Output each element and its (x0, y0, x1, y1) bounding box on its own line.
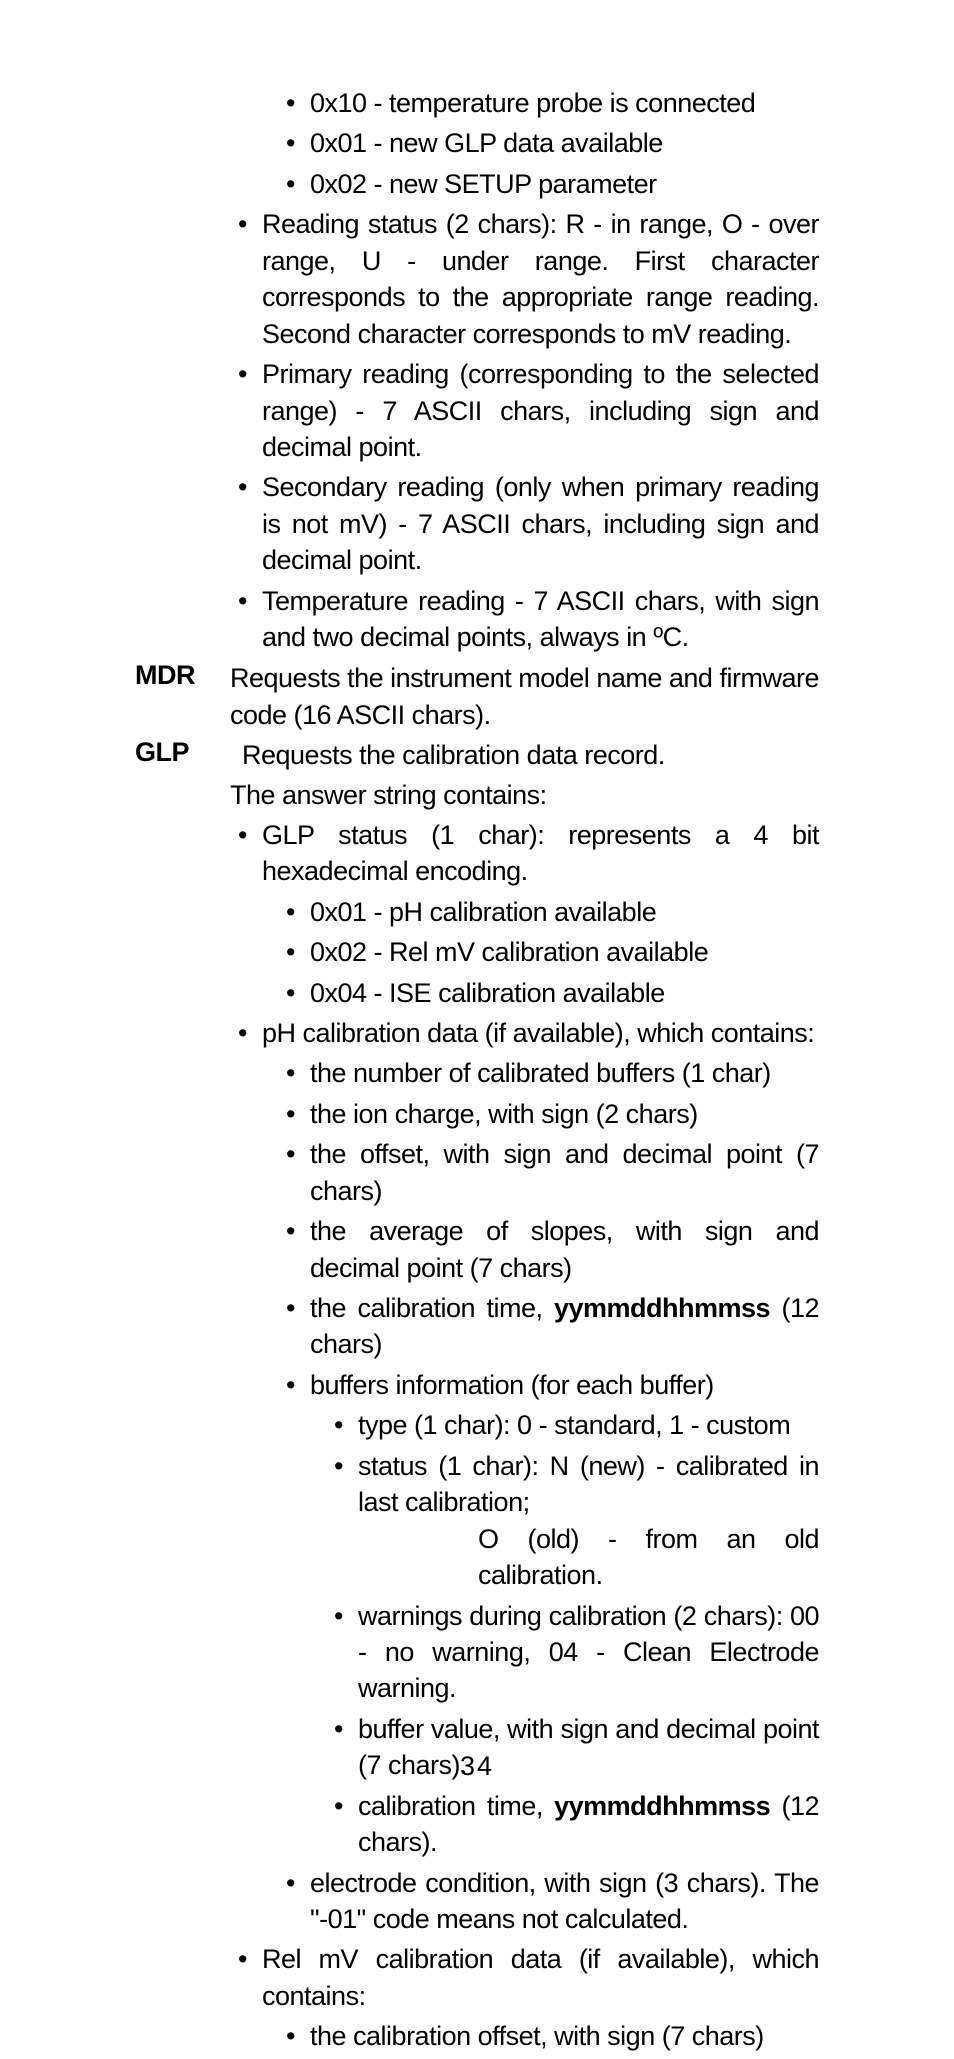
sub-bullet: the offset, with sign and decimal point … (278, 1136, 819, 1209)
bullet: Temperature reading - 7 ASCII chars, wit… (230, 583, 819, 656)
glp-row: GLP Requests the calibration data record… (135, 737, 819, 2059)
page-number: 34 (0, 1751, 954, 1782)
glp-main-bullets: GLP status (1 char): represents a 4 bit … (230, 817, 819, 890)
sub-bullet: 0x04 - ISE calibration available (278, 975, 819, 1011)
glp-b2: pH calibration data (if available), whic… (230, 1015, 819, 1051)
glp-main-bullets-2: pH calibration data (if available), whic… (230, 1015, 819, 1051)
sub-bullet: 0x10 - temperature probe is connected (278, 85, 819, 121)
glp-b1-subs: 0x01 - pH calibration available 0x02 - R… (278, 894, 819, 1011)
mdr-content: Requests the instrument model name and f… (230, 660, 819, 738)
top-sub-bullets: 0x10 - temperature probe is connected 0x… (278, 85, 819, 202)
glp-b2-elec: electrode condition, with sign (3 chars)… (278, 1865, 819, 1938)
buf-status-l1: status (1 char): N (new) - calibrated in… (358, 1451, 819, 1517)
buf-warnings: warnings during calibration (2 chars): 0… (326, 1598, 819, 1707)
top-content: 0x10 - temperature probe is connected 0x… (230, 85, 819, 660)
caltime-pre: the calibration time, (310, 1293, 554, 1323)
sub-bullet: the ion charge, with sign (2 chars) (278, 1096, 819, 1132)
top-main-bullets: Reading status (2 chars): R - in range, … (230, 206, 819, 655)
sub-bullet: the calibration offset, with sign (7 cha… (278, 2018, 819, 2054)
electrode-condition: electrode condition, with sign (3 chars)… (278, 1865, 819, 1938)
top-continuation-block: 0x10 - temperature probe is connected 0x… (135, 85, 819, 660)
buf-caltime-bold: yymmddhhmmss (554, 1791, 770, 1821)
buf-caltime-pre: calibration time, (358, 1791, 554, 1821)
sub-bullet: 0x02 - Rel mV calibration available (278, 934, 819, 970)
glp-main-bullets-3: Rel mV calibration data (if available), … (230, 1941, 819, 2014)
sub-bullet: the average of slopes, with sign and dec… (278, 1213, 819, 1286)
glp-b1: GLP status (1 char): represents a 4 bit … (230, 817, 819, 890)
sub-bullet: 0x01 - pH calibration available (278, 894, 819, 930)
bullet: Secondary reading (only when primary rea… (230, 469, 819, 578)
sub-bullet: 0x02 - new SETUP parameter (278, 166, 819, 202)
bullet: Primary reading (corresponding to the se… (230, 356, 819, 465)
buf-caltime: calibration time, yymmddhhmmss (12 chars… (326, 1788, 819, 1861)
mdr-label: MDR (135, 660, 230, 691)
glp-label: GLP (135, 737, 230, 768)
glp-line2: The answer string contains: (230, 777, 819, 815)
buf-status: status (1 char): N (new) - calibrated in… (326, 1448, 819, 1594)
mdr-text: Requests the instrument model name and f… (230, 660, 819, 736)
glp-b3-subs: the calibration offset, with sign (7 cha… (278, 2018, 819, 2054)
sub-bullet-caltime: the calibration time, yymmddhhmmss (12 c… (278, 1290, 819, 1363)
sub-bullet-buffers: buffers information (for each buffer) (278, 1367, 819, 1403)
glp-b2-subs: the number of calibrated buffers (1 char… (278, 1055, 819, 1403)
bullet: Reading status (2 chars): R - in range, … (230, 206, 819, 352)
mdr-row: MDR Requests the instrument model name a… (135, 660, 819, 738)
glp-line1: Requests the calibration data record. (230, 737, 819, 775)
sub-bullet: the number of calibrated buffers (1 char… (278, 1055, 819, 1091)
buffers-sub-bullets: type (1 char): 0 - standard, 1 - custom … (326, 1407, 819, 1860)
sub-bullet: 0x01 - new GLP data available (278, 125, 819, 161)
buf-status-l2: O (old) - from an old calibration. (358, 1521, 819, 1594)
glp-content: Requests the calibration data record. Th… (230, 737, 819, 2059)
glp-b3: Rel mV calibration data (if available), … (230, 1941, 819, 2014)
buf-type: type (1 char): 0 - standard, 1 - custom (326, 1407, 819, 1443)
caltime-bold: yymmddhhmmss (554, 1293, 770, 1323)
